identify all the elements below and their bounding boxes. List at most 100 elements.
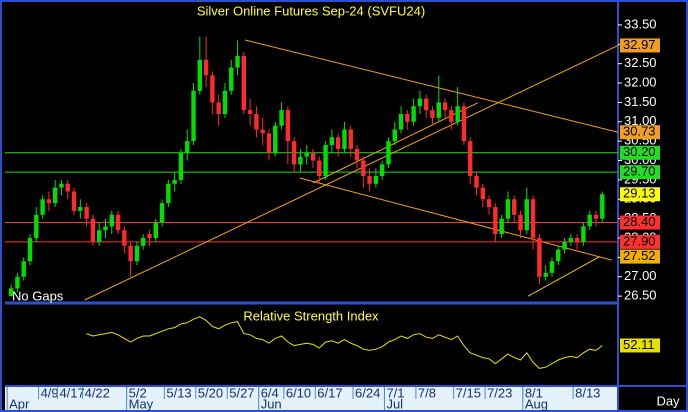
candle-body (34, 214, 39, 239)
candle-body (486, 199, 492, 208)
rsi-last-bg (620, 338, 660, 353)
x-axis-strip (5, 387, 618, 410)
x-tick-label: 6/17 (317, 385, 342, 400)
candle-body (266, 133, 272, 153)
candle-body (480, 187, 485, 200)
candle-body (455, 106, 460, 122)
y-tick-label: 27.00 (624, 268, 657, 283)
candle-body (323, 145, 328, 177)
candle-body (40, 199, 45, 215)
month-label: May (129, 396, 154, 411)
candle-body (342, 129, 347, 149)
candle-body (235, 55, 240, 68)
candle-body (512, 199, 517, 215)
value-tag-bg (620, 249, 660, 264)
plot (5, 36, 618, 301)
candle-body (392, 129, 397, 142)
chart-title: Silver Online Futures Sep-24 (SVFU24) (197, 3, 425, 18)
value-tag: 29.70 (623, 164, 656, 179)
rsi-title: Relative Strength Index (243, 308, 379, 323)
candle-body (549, 261, 555, 273)
candle-body (373, 176, 379, 184)
candle-body (8, 288, 14, 297)
candle-body (581, 226, 586, 242)
candle-body (335, 137, 341, 149)
candle-body (78, 207, 83, 211)
candle-body (310, 152, 316, 161)
candle-body (430, 110, 435, 118)
candle-body (379, 164, 385, 177)
candle-body (197, 59, 203, 91)
candle-body (291, 141, 297, 165)
candle-body (178, 152, 184, 180)
candle-body (593, 214, 599, 219)
candle-body (537, 238, 542, 277)
y-tick-label: 26.50 (624, 288, 657, 303)
candle-body (505, 199, 511, 219)
candle-body (361, 160, 366, 177)
candle-body (27, 238, 33, 262)
candle-body (90, 218, 96, 242)
y-tick-label: 32.00 (624, 74, 657, 89)
candle-body (600, 194, 605, 219)
candle-body (210, 75, 215, 103)
candle-body (423, 98, 429, 111)
candle-body (285, 110, 291, 142)
month-label: Jun (261, 396, 282, 411)
x-tick-label: 6/10 (286, 385, 311, 400)
candle-body (52, 187, 58, 204)
value-tag: 30.73 (623, 124, 656, 139)
candle-body (468, 141, 473, 177)
candle-body (574, 238, 580, 242)
candle-body (216, 102, 221, 115)
candle-body (556, 249, 561, 262)
candle-body (417, 98, 423, 107)
candle-body (398, 114, 404, 130)
candle-body (59, 183, 64, 188)
candle-body (493, 207, 498, 235)
candle-body (568, 238, 574, 242)
candle-body (587, 214, 592, 227)
candle-body (386, 141, 391, 165)
candle-body (172, 179, 177, 184)
candle-body (273, 125, 278, 153)
candle-body (442, 102, 448, 111)
rsi-line (86, 316, 603, 369)
value-tag-bg (620, 234, 660, 249)
month-label: Apr (9, 396, 30, 411)
candle-body (499, 218, 504, 235)
candle-body (241, 55, 247, 111)
y-tick-label: 33.50 (624, 16, 657, 31)
candle-body (298, 156, 303, 165)
value-tag-bg (620, 165, 660, 180)
candle-body (65, 183, 70, 192)
candle-body (449, 110, 454, 122)
candle-body (524, 199, 530, 231)
candle-body (411, 106, 416, 122)
candle-body (367, 176, 372, 184)
x-tick-label: 4/9 (41, 385, 59, 400)
candle-body (21, 261, 26, 277)
candle-body (354, 148, 360, 161)
x-tick-label: 4/22 (85, 385, 110, 400)
x-axis-label: Day (656, 393, 680, 408)
x-tick-label: 6/4 (261, 385, 279, 400)
note: No Gaps (12, 288, 64, 303)
candle-body (348, 129, 353, 149)
candle-body (134, 245, 140, 262)
month-label: Jul (386, 396, 403, 411)
candle-body (115, 214, 121, 231)
candle-body (518, 214, 523, 231)
candle-body (109, 214, 114, 227)
x-tick-label: 6/24 (355, 385, 380, 400)
value-tag-bg (620, 215, 660, 230)
value-tag-bg (620, 38, 660, 53)
trendline (299, 177, 612, 261)
candle-body (15, 276, 20, 289)
y-tick-label: 31.00 (624, 113, 657, 128)
candle-body (461, 106, 467, 142)
value-tag-bg (620, 145, 660, 160)
x-tick-label: 5/27 (229, 385, 254, 400)
